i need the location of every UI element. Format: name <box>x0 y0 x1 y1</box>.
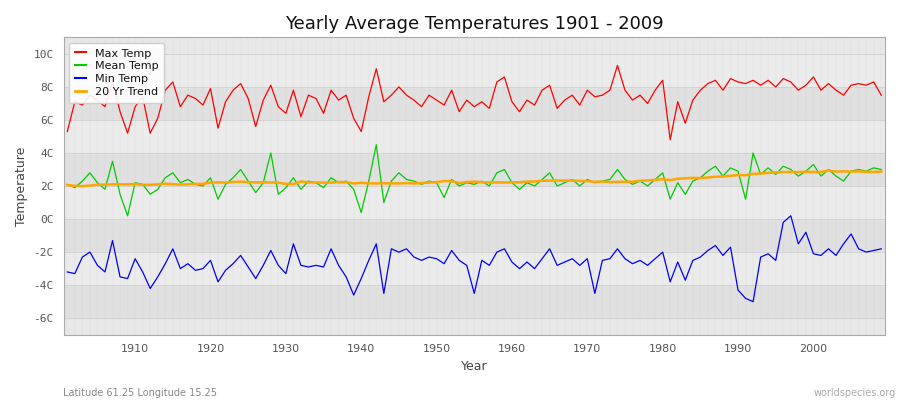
Text: worldspecies.org: worldspecies.org <box>814 388 896 398</box>
Bar <box>64 252 885 285</box>
Legend: Max Temp, Mean Temp, Min Temp, 20 Yr Trend: Max Temp, Mean Temp, Min Temp, 20 Yr Tre… <box>69 43 164 103</box>
Bar <box>64 219 885 252</box>
Bar <box>64 87 885 120</box>
Y-axis label: Temperature: Temperature <box>15 146 28 226</box>
Title: Yearly Average Temperatures 1901 - 2009: Yearly Average Temperatures 1901 - 2009 <box>285 15 663 33</box>
Bar <box>64 186 885 219</box>
Bar <box>64 285 885 318</box>
Bar <box>64 54 885 87</box>
Bar <box>64 120 885 153</box>
X-axis label: Year: Year <box>461 360 488 373</box>
Text: Latitude 61.25 Longitude 15.25: Latitude 61.25 Longitude 15.25 <box>63 388 217 398</box>
Bar <box>64 153 885 186</box>
